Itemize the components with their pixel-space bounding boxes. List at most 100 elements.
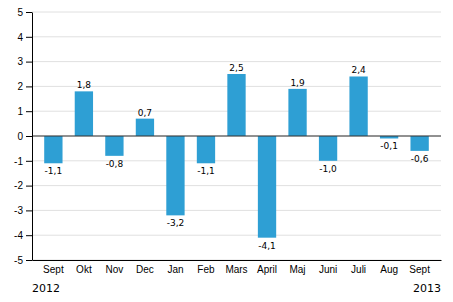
y-tick-label: -1 (14, 156, 23, 167)
y-tick-label: 4 (17, 32, 23, 43)
x-axis: Sept Okt Nov Dec Jan Feb Mars April Maj Juni Juli A… (33, 260, 442, 275)
y-tick-mark (26, 136, 32, 137)
grid-line (32, 36, 441, 37)
x-tick-label: Sept (409, 264, 430, 275)
x-tick: Maj (289, 260, 305, 275)
y-tick-label: 1 (17, 106, 23, 117)
data-label: 1,8 (77, 80, 92, 90)
x-tick: Dec (136, 260, 154, 275)
plot: -5 -4 -3 -2 -1 0 1 2 3 4 5 Sept Okt Nov Dec Jan Feb Mars A… (14, 7, 441, 295)
y-tick-label: -3 (14, 205, 23, 216)
bar (105, 136, 123, 156)
bar (197, 136, 215, 163)
bar (227, 74, 245, 136)
x-tick: Juni (319, 260, 337, 275)
x-tick-label: Dec (136, 264, 154, 275)
bar (258, 136, 276, 238)
data-label: 0,7 (138, 108, 152, 118)
y-tick-mark (26, 161, 32, 162)
y-tick: 1 (17, 106, 32, 117)
data-label: -1,1 (197, 166, 215, 176)
y-tick-label: 3 (17, 56, 23, 67)
data-label: -3,2 (167, 218, 185, 228)
y-tick: 5 (17, 7, 32, 18)
x-tick-label: Aug (380, 264, 398, 275)
year-label: 2012 (32, 282, 60, 295)
y-tick-label: 2 (17, 81, 23, 92)
year-label: 2013 (413, 282, 441, 295)
x-tick: Sept (43, 260, 64, 275)
x-tick: Nov (106, 260, 124, 275)
bar (288, 89, 306, 136)
y-tick-mark (26, 186, 32, 187)
y-tick-mark (26, 235, 32, 236)
y-tick: -4 (14, 230, 32, 241)
bar (166, 136, 184, 215)
bar (349, 76, 367, 136)
x-tick-label: Feb (197, 264, 215, 275)
x-tick-label: Mars (225, 264, 247, 275)
x-tick: Feb (197, 260, 215, 275)
bar (410, 136, 428, 151)
y-tick-label: -4 (14, 230, 23, 241)
y-tick-mark (26, 111, 32, 112)
x-tick-label: Sept (43, 264, 64, 275)
grid (32, 12, 441, 260)
grid-line (32, 12, 441, 13)
y-tick: 4 (17, 32, 32, 43)
grid-line (32, 136, 441, 137)
y-tick-mark (26, 12, 32, 13)
y-axis-line (32, 13, 33, 261)
data-label: -0,1 (380, 141, 398, 151)
y-tick-label: -2 (14, 180, 23, 191)
data-label: -1,1 (45, 166, 63, 176)
x-tick: Aug (380, 260, 398, 275)
y-tick-mark (26, 210, 32, 211)
grid-line (32, 210, 441, 211)
x-tick-label: Maj (289, 264, 305, 275)
annotations: 2012 2013 (32, 282, 441, 295)
zero-line (32, 136, 441, 137)
grid-line (32, 235, 441, 236)
y-tick: -1 (14, 156, 32, 167)
x-tick: Sept (409, 260, 430, 275)
bar (136, 119, 154, 136)
x-tick: April (257, 260, 277, 275)
x-tick-label: Juni (319, 264, 337, 275)
x-tick-label: Okt (76, 264, 92, 275)
y-tick: 2 (17, 81, 32, 92)
y-tick: 3 (17, 56, 32, 67)
y-tick: -2 (14, 180, 32, 191)
x-tick: Jan (167, 260, 183, 275)
x-axis-line (33, 260, 442, 261)
x-tick: Juli (351, 260, 366, 275)
data-label: 1,9 (290, 78, 305, 88)
data-label: -4,1 (258, 241, 276, 251)
y-tick-mark (26, 260, 32, 261)
y-tick-mark (26, 62, 32, 63)
bar (319, 136, 337, 161)
y-tick: 0 (17, 131, 32, 142)
data-labels: -1,11,8-0,80,7-3,2-1,12,5-4,11,9-1,02,4-… (45, 63, 429, 251)
data-label: -1,0 (319, 164, 337, 174)
chart: -5 -4 -3 -2 -1 0 1 2 3 4 5 Sept Okt Nov Dec Jan Feb Mars A… (0, 0, 453, 302)
bar (44, 136, 62, 163)
y-tick-label: -5 (14, 255, 23, 266)
grid-line (32, 260, 441, 261)
x-tick-label: Juli (351, 264, 366, 275)
y-tick-label: 5 (17, 7, 23, 18)
y-tick-mark (26, 37, 32, 38)
x-tick: Mars (225, 260, 247, 275)
x-tick-label: April (257, 264, 277, 275)
y-tick: -5 (14, 255, 32, 266)
data-label: -0,6 (411, 154, 429, 164)
y-tick-label: 0 (17, 131, 23, 142)
bars (44, 74, 429, 238)
y-axis: -5 -4 -3 -2 -1 0 1 2 3 4 5 (14, 7, 32, 266)
grid-line (32, 61, 441, 62)
grid-line (32, 160, 441, 161)
x-tick-label: Nov (106, 264, 124, 275)
grid-line (32, 185, 441, 186)
bar (75, 91, 93, 136)
y-tick: -3 (14, 205, 32, 216)
